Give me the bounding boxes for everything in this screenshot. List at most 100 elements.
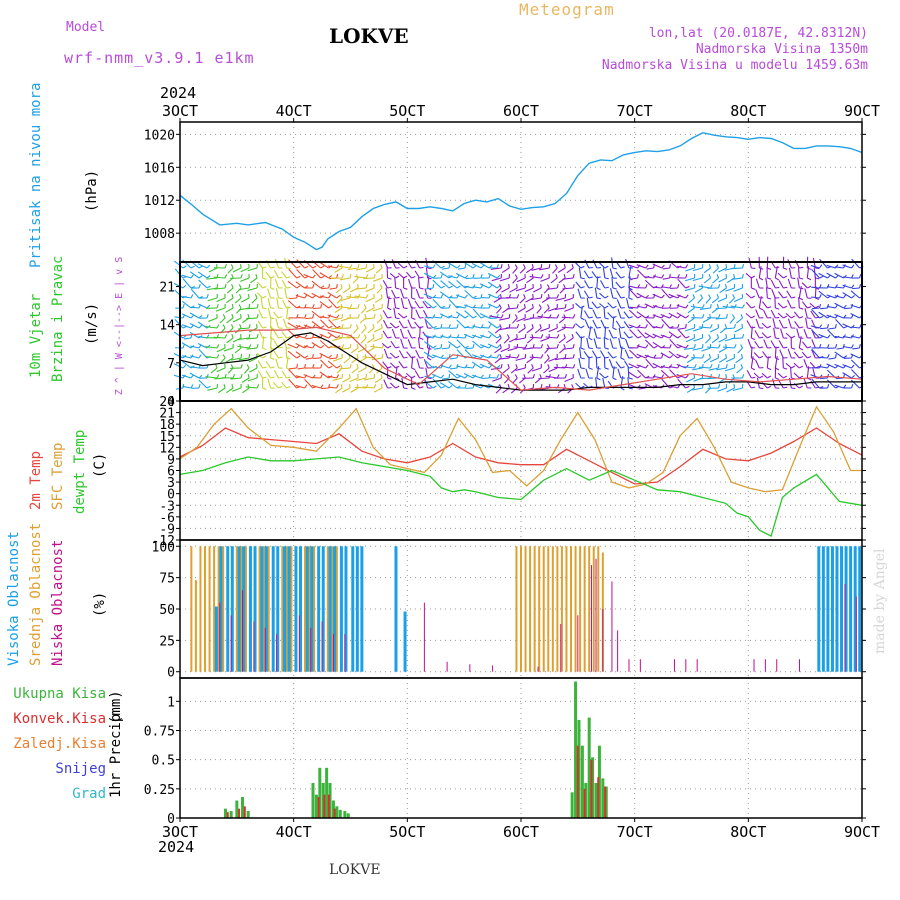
wind-barb: [354, 386, 367, 389]
wind-barb: [295, 324, 305, 329]
wind-barb-flag: [403, 387, 408, 390]
wind-barb: [852, 287, 860, 290]
wind-barb: [809, 361, 816, 369]
wind-barb: [806, 266, 810, 279]
wind-barb: [407, 319, 413, 329]
wind-barb-flag: [336, 374, 340, 379]
precip-bar-ukupna-kisa: [591, 757, 595, 818]
wind-barb: [389, 352, 396, 359]
wind-barb-flag: [588, 286, 593, 289]
wind-barb-flag: [604, 295, 609, 299]
wind-barb: [206, 277, 218, 280]
wind-barb: [417, 277, 421, 289]
wind-barb-flag: [472, 343, 475, 349]
wind-barb-flag: [759, 375, 764, 379]
wind-barb-flag: [206, 285, 211, 289]
wind-barb: [491, 277, 502, 282]
wind-barb-flag: [604, 286, 609, 289]
wind-barb: [804, 288, 808, 299]
wind-barb: [811, 268, 820, 279]
wind-barb: [382, 280, 389, 289]
wind-barb: [762, 351, 768, 359]
wind-barb: [599, 292, 606, 299]
wind-barb-flag: [286, 386, 291, 389]
wind-barb: [636, 353, 646, 359]
wind-barb: [668, 312, 678, 319]
wind-barb: [546, 347, 558, 350]
wind-barb-flag: [357, 314, 360, 319]
wind-barb: [660, 369, 671, 379]
wind-barb: [174, 319, 184, 329]
wind-barb: [464, 326, 474, 329]
wind-barb-flag: [349, 273, 352, 279]
model-elevation-label: Nadmorska Visina u modelu 1459.63m: [601, 58, 868, 73]
wind-barb: [541, 297, 550, 303]
wind-barb: [507, 347, 518, 352]
wind-barb: [303, 273, 313, 279]
wind-barb: [219, 317, 226, 324]
wind-barb-flag: [488, 334, 492, 339]
wind-barb: [519, 377, 526, 384]
wind-barb-flag: [262, 326, 267, 329]
wind-barb: [828, 357, 836, 360]
wind-barb: [801, 341, 808, 349]
wind-barb: [711, 297, 719, 304]
wind-barb: [173, 374, 184, 379]
clouds-bar-visoka-oblacnost: [242, 546, 246, 672]
wind-barb: [351, 367, 359, 374]
wind-barb: [334, 307, 343, 313]
wind-barb: [596, 276, 599, 289]
clouds-bar-visoka-oblacnost: [821, 546, 825, 672]
wind-barb-flag: [472, 265, 477, 269]
wind-barb-flag: [372, 324, 375, 329]
wind-barb: [449, 367, 458, 370]
wind-barb: [487, 281, 498, 289]
wind-barb: [327, 291, 337, 299]
wind-barb: [851, 258, 860, 269]
wind-barb: [440, 335, 450, 339]
wind-barb: [226, 287, 234, 294]
clouds-bar-niska-oblacnost: [446, 661, 448, 672]
wind-barb-flag: [240, 373, 243, 379]
wind-barb: [745, 301, 752, 309]
wind-barb: [668, 350, 679, 359]
wind-barb: [686, 387, 695, 393]
wind-barb-flag: [620, 266, 625, 269]
wind-barb-flag: [238, 304, 242, 309]
wind-barb: [395, 366, 398, 379]
temperature-panel: [180, 401, 862, 540]
wind-barb: [295, 375, 305, 379]
wind-barb-flag: [448, 373, 451, 379]
wind-barb: [617, 308, 622, 319]
precip-bar-konvek-kisa: [226, 812, 229, 818]
wind-barb-flag: [357, 334, 361, 339]
wind-barb: [526, 327, 534, 334]
wind-barb: [661, 318, 671, 329]
wind-barb: [342, 377, 351, 383]
wind-barb-flag: [349, 304, 353, 309]
wind-barb: [682, 365, 695, 369]
wind-barb-flag: [278, 346, 283, 349]
wind-barb-flag: [381, 383, 383, 389]
wind-barb: [281, 331, 288, 339]
clouds-bar-srednja-oblacnost: [560, 546, 563, 672]
wind-barb: [758, 296, 762, 309]
clouds-bar-visoka-oblacnost: [355, 546, 359, 672]
wind-barb-flag: [741, 323, 744, 329]
wind-barb-flag: [278, 336, 283, 339]
precip-bar-ukupna-kisa: [235, 800, 239, 818]
wind-barb: [501, 267, 510, 274]
wind-barb-flag: [198, 275, 203, 279]
wind-barb-flag: [506, 334, 510, 339]
clouds-bar-srednja-oblacnost: [222, 546, 225, 672]
wind-barb-flag: [496, 294, 501, 299]
wind-barb: [607, 302, 614, 309]
wind-barb: [810, 325, 820, 329]
wind-barb: [303, 292, 313, 299]
wind-barb: [711, 337, 719, 344]
wind-barb: [730, 305, 743, 309]
wind-barb-flag: [328, 334, 332, 339]
wind-barb-flag: [725, 373, 728, 379]
wind-barb-flag: [357, 303, 360, 309]
wind-barb: [661, 286, 670, 289]
